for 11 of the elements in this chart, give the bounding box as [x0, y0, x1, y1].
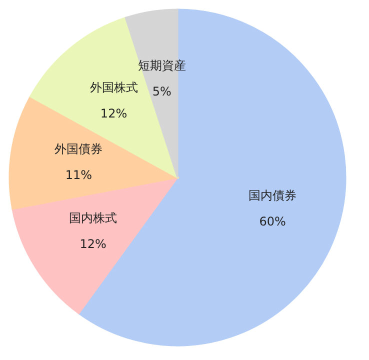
pie-slice: [8, 96, 178, 210]
data-label: 60%: [259, 214, 286, 228]
data-label: 5%: [152, 84, 172, 99]
data-label: 11%: [65, 168, 92, 182]
data-label: 12%: [80, 237, 106, 252]
slice-label: 外国株式: [90, 80, 138, 94]
slice-label: 短期資産: [138, 58, 186, 73]
slice-label: 国内債券: [248, 188, 297, 202]
slice-label: 外国債券: [54, 142, 103, 156]
slice-label: 国内株式: [69, 211, 118, 226]
data-label: 12%: [100, 106, 128, 120]
